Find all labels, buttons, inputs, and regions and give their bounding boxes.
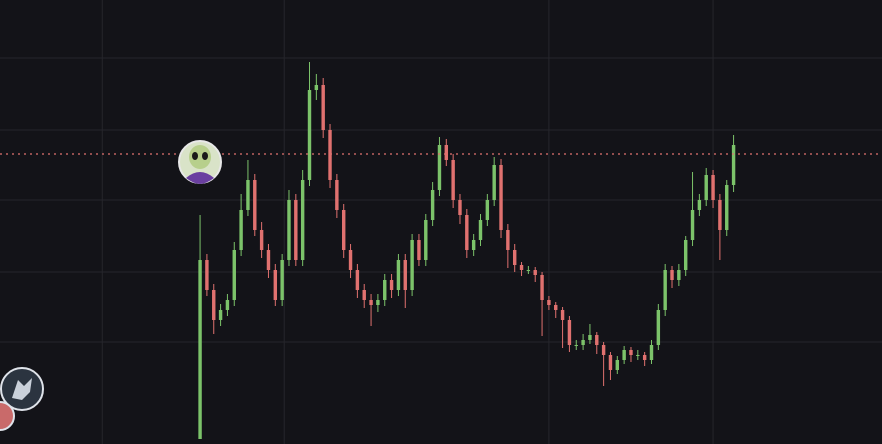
candle-body (649, 345, 654, 360)
candle-body (417, 240, 421, 260)
candle-body (465, 215, 469, 250)
candle-body (396, 260, 401, 290)
candle-body (307, 90, 312, 180)
candle-body (341, 210, 346, 250)
candle-body (280, 260, 284, 300)
candle-body (485, 200, 490, 220)
candle-body (574, 345, 578, 346)
candle-body (683, 240, 688, 270)
candle-body (615, 360, 620, 370)
candle-body (725, 185, 729, 230)
candle-body (451, 160, 455, 200)
candle-body (595, 335, 599, 345)
candle-body (601, 345, 606, 355)
candle-body (218, 310, 223, 320)
candle-body (253, 180, 257, 230)
candle-body (430, 190, 435, 220)
candle-body (389, 280, 394, 290)
candle-body (355, 270, 360, 290)
candle-body (328, 130, 332, 180)
candle-body (369, 300, 373, 305)
candle-body (636, 355, 640, 356)
candle-body (499, 165, 503, 230)
candle-body (300, 180, 305, 260)
candle-body (663, 270, 667, 310)
candle-body (533, 270, 537, 275)
candle-body (642, 355, 647, 360)
candle-body (458, 200, 462, 215)
candle-body (718, 200, 722, 230)
wolf-icon (12, 378, 32, 400)
candle-body (424, 220, 428, 260)
candle-body (205, 260, 209, 290)
wolf-avatar[interactable] (0, 367, 44, 411)
avatar-eye (202, 152, 208, 160)
candle-body (403, 260, 407, 290)
candle-body (294, 200, 298, 260)
candle-body (629, 350, 633, 355)
candle-body (239, 210, 243, 250)
candle-body (321, 85, 325, 130)
candle-body (437, 145, 442, 190)
candle-body (444, 145, 449, 160)
candle-body (478, 220, 483, 240)
candle-body (731, 145, 736, 185)
candle-body (690, 210, 695, 240)
candle-body (383, 280, 387, 300)
candle-body (506, 230, 510, 250)
candle-body (362, 290, 366, 300)
candle-body (287, 200, 291, 260)
candle-body (608, 355, 613, 370)
candle-body (232, 250, 236, 300)
candle-body (704, 175, 708, 200)
candle-body (588, 335, 592, 340)
candle-body (273, 270, 278, 300)
candle-body (677, 270, 681, 280)
candle-body (376, 300, 380, 305)
candle-body (581, 340, 585, 345)
plot (0, 62, 882, 439)
candle-body (492, 165, 496, 200)
partial-avatar[interactable] (0, 401, 15, 431)
candle-body (314, 85, 319, 90)
candle-body (560, 310, 565, 320)
candle-body (567, 320, 572, 345)
candle-body (266, 250, 271, 270)
candle-body (547, 300, 551, 305)
candle-body (622, 350, 626, 360)
candle-body (212, 290, 216, 320)
candle-body (410, 240, 414, 290)
candle-body (198, 260, 202, 439)
avatar-eye (192, 152, 198, 160)
avatar-head (189, 145, 211, 169)
candle-body (697, 200, 702, 210)
candle-body (554, 305, 558, 310)
candle-body (540, 275, 544, 300)
candle-body (512, 250, 517, 265)
candle-body (225, 300, 230, 310)
candle-body (259, 230, 264, 250)
candle-body (471, 240, 476, 250)
candle-body (670, 270, 674, 280)
avatar-body (186, 172, 214, 184)
candle-body (335, 180, 339, 210)
candle-body (656, 310, 661, 345)
candle-body (519, 265, 524, 270)
candle-body (348, 250, 353, 270)
token-avatar[interactable] (178, 140, 222, 184)
candle-body (246, 180, 250, 210)
candle-body (711, 175, 715, 200)
candle-body (526, 270, 531, 271)
